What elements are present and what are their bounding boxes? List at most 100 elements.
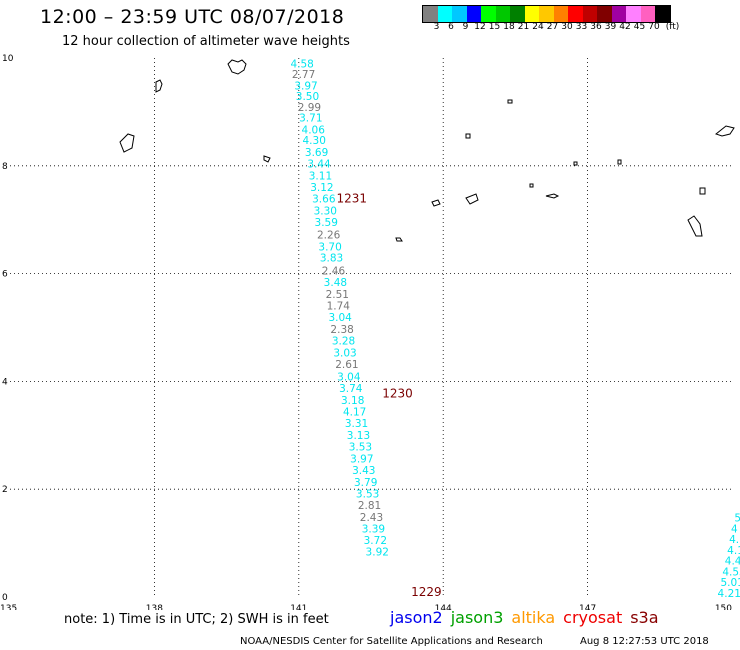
color-scale-label: 27	[546, 22, 559, 32]
latitude-tick-label: 4	[2, 377, 8, 387]
color-swatch	[437, 6, 452, 22]
color-swatch	[640, 6, 655, 22]
island-outline	[617, 159, 622, 165]
wave-height-label: 4.58	[290, 59, 313, 71]
color-swatch	[568, 6, 583, 22]
color-scale-label: 21	[517, 22, 530, 32]
pass-time-label: 1229	[411, 585, 442, 599]
island-outline	[263, 155, 271, 163]
color-swatch	[655, 6, 670, 22]
latitude-tick-label: 2	[2, 485, 8, 495]
wave-height-label: 3.11	[309, 170, 332, 182]
generated-timestamp: Aug 8 12:27:53 UTC 2018	[580, 636, 709, 647]
island-outline	[227, 59, 247, 75]
wave-height-label: 3.28	[332, 336, 355, 348]
wave-height-label: 3.70	[318, 241, 341, 253]
wave-height-label: 4.21	[718, 588, 740, 600]
wave-height-label: 2.61	[335, 359, 358, 371]
color-swatch	[539, 6, 554, 22]
longitude-tick-label: 141	[290, 604, 307, 610]
legend-entry: jason3	[450, 608, 504, 627]
wave-height-label: 3.97	[294, 80, 317, 92]
wave-height-label: 3.31	[345, 418, 368, 430]
color-swatch	[423, 6, 438, 22]
wave-height-label: 3.18	[341, 395, 364, 407]
wave-height-label: 3.97	[350, 453, 373, 465]
island-outline	[507, 99, 513, 104]
island-outline	[714, 125, 735, 137]
time-labels: 1231 1230 1229	[336, 191, 441, 598]
map-subtitle: 12 hour collection of altimeter wave hei…	[62, 34, 350, 49]
color-scale-labels: 3 6 9 12 15 18 21 24 27 30 33 36 39 42 45 70 (ft)	[422, 22, 740, 36]
wave-height-label: 4.1	[727, 545, 740, 557]
color-scale-label: 33	[575, 22, 588, 32]
wave-height-label: 4.4	[725, 556, 740, 568]
color-swatch	[611, 6, 626, 22]
color-scale-label: 36	[590, 22, 602, 32]
wave-height-label: 3.79	[354, 477, 377, 489]
wave-height-label: 3.04	[328, 312, 352, 324]
longitude-tick-label: 147	[579, 604, 596, 610]
lat-lon-grid	[10, 58, 732, 597]
satellite-legend: jason2 jason3 altika cryosat s3a	[390, 608, 667, 627]
color-scale-label: 3	[433, 22, 440, 32]
wave-height-label: 5.01	[720, 577, 740, 589]
color-scale-label: 39	[604, 22, 617, 32]
wave-height-label: 3.43	[352, 465, 375, 477]
color-scale-label: 12	[474, 22, 486, 32]
latitude-tick-label: 0	[2, 593, 8, 603]
wave-height-label: 4.55	[722, 566, 740, 578]
color-scale-label: 70	[648, 22, 660, 32]
wave-height-label: 3.74	[339, 383, 363, 395]
wave-height-label: 4.17	[343, 406, 366, 418]
wave-height-label: 4.30	[303, 135, 326, 147]
wave-height-label: 2.81	[358, 500, 381, 512]
color-swatch	[481, 6, 496, 22]
color-swatch	[495, 6, 510, 22]
longitude-tick-label: 150	[715, 604, 732, 610]
wave-height-label: 3.39	[362, 523, 385, 535]
longitude-tick-label: 138	[146, 604, 163, 610]
map-title: 12:00 – 23:59 UTC 08/07/2018	[40, 6, 345, 28]
pass-time-label: 1231	[336, 191, 367, 205]
wave-height-label: 5	[734, 513, 740, 525]
satellite-track: 4.582.773.973.502.993.714.064.303.693.44…	[290, 59, 740, 600]
footnote: note: 1) Time is in UTC; 2) SWH is in fe…	[64, 612, 329, 627]
island-outline	[573, 161, 578, 166]
wave-height-label: 3.53	[356, 488, 379, 500]
latitude-tick-label: 10	[2, 54, 14, 64]
color-swatch	[626, 6, 641, 22]
wave-height-label: 3.50	[296, 91, 319, 103]
color-scale-label: 45	[633, 22, 646, 32]
island-outline	[545, 193, 560, 199]
longitude-tick-label: 135	[0, 604, 17, 610]
wave-height-label: 3.13	[347, 430, 370, 442]
island-outline	[529, 183, 534, 188]
longitude-tick-label: 144	[435, 604, 452, 610]
legend-entry: s3a	[630, 608, 659, 627]
island-outline	[465, 133, 471, 139]
wave-height-label: 3.69	[305, 147, 328, 159]
color-scale-label: (ft)	[665, 22, 680, 32]
legend-entry: jason2	[390, 608, 443, 627]
color-swatch	[553, 6, 568, 22]
color-swatch	[452, 6, 467, 22]
axis-tick-labels: 135 138 141 144 147 150 0 2 4 6 8 10	[0, 54, 732, 610]
pass-time-label: 1230	[382, 387, 413, 401]
wave-height-label: 4.	[729, 534, 739, 546]
island-outline	[687, 215, 703, 237]
wave-height-label: 3.03	[333, 348, 356, 360]
legend-entry: altika	[511, 608, 556, 627]
wave-height-label: 3.72	[364, 535, 387, 547]
color-scale-label: 6	[448, 22, 454, 32]
wave-height-label: 3.92	[366, 546, 389, 558]
color-scale-label: 30	[561, 22, 573, 32]
wave-height-label: 4.06	[302, 124, 326, 136]
wave-height-label: 2.38	[330, 324, 353, 336]
wave-height-label: 2.26	[317, 230, 341, 242]
credit-line: NOAA/NESDIS Center for Satellite Applica…	[240, 636, 543, 647]
wave-height-label: 3.53	[349, 441, 372, 453]
wave-height-label: 3.44	[307, 158, 331, 170]
island-outline	[431, 199, 441, 207]
